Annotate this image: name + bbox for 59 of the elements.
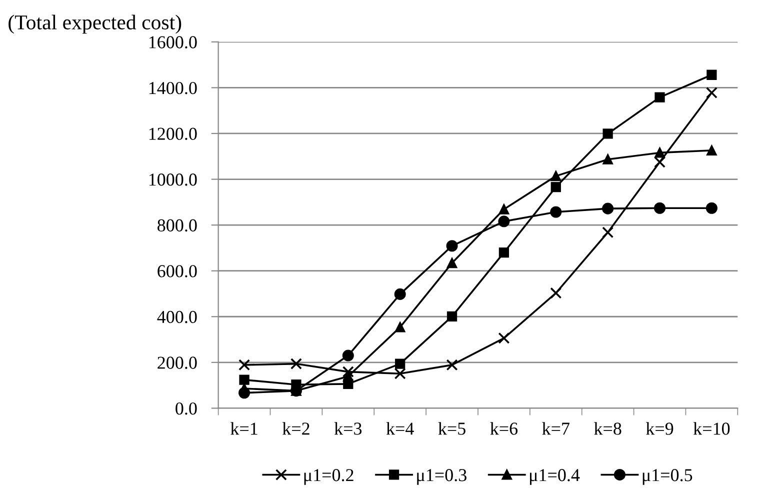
point <box>602 128 613 139</box>
y-axis-title: (Total expected cost) <box>8 14 182 34</box>
point <box>446 359 458 371</box>
point <box>706 145 717 156</box>
point <box>395 358 406 369</box>
y-tick-label: 600.0 <box>158 265 197 278</box>
point <box>446 240 458 252</box>
y-tick-label: 1600.0 <box>149 36 197 48</box>
point <box>602 154 613 164</box>
y-tick-label: 400.0 <box>157 310 197 324</box>
x-tick-label: k=2 <box>282 422 310 435</box>
point <box>238 359 250 371</box>
point <box>342 366 354 378</box>
y-tick-label: 200.0 <box>158 356 197 369</box>
x-tick-label: k=4 <box>386 422 414 435</box>
y-tick-label: 1400.0 <box>149 82 197 94</box>
point <box>654 92 665 102</box>
point <box>290 358 302 370</box>
y-tick-label: 1200.0 <box>149 128 197 140</box>
point <box>654 202 666 214</box>
point <box>706 86 718 98</box>
point <box>446 311 458 322</box>
point <box>446 258 458 268</box>
point <box>498 204 510 214</box>
y-tick-label: 800.0 <box>158 219 197 232</box>
point <box>238 387 250 399</box>
point <box>394 288 406 300</box>
point <box>654 156 666 168</box>
point <box>550 287 562 299</box>
point <box>654 148 665 158</box>
point <box>343 371 354 382</box>
x-tick-label: k=3 <box>334 422 362 435</box>
legend-label: μ1=0.2 <box>304 469 354 485</box>
point <box>706 202 718 214</box>
point <box>342 350 354 362</box>
point <box>394 368 406 380</box>
legend-label: μ1=0.3 <box>417 469 466 485</box>
point <box>706 70 717 80</box>
point <box>239 374 250 385</box>
point <box>498 332 510 344</box>
point <box>602 226 614 238</box>
x-tick-label: k=1 <box>230 422 258 435</box>
x-tick-label: k=7 <box>542 422 570 435</box>
x-tick-label: k=9 <box>646 422 674 435</box>
point <box>550 206 562 218</box>
point <box>498 216 510 228</box>
x-tick-label: k=6 <box>490 422 518 435</box>
x-tick-label: k=10 <box>693 422 730 435</box>
point <box>395 322 406 332</box>
x-tick-label: k=5 <box>438 422 466 435</box>
x-tick-label: k=8 <box>594 422 622 435</box>
point <box>602 202 614 214</box>
y-tick-label: 1000.0 <box>149 174 197 186</box>
point <box>550 170 561 182</box>
point <box>498 247 510 258</box>
legend-label: μ1=0.4 <box>530 469 580 485</box>
point <box>550 182 561 192</box>
y-tick-label: 0.0 <box>176 402 197 415</box>
legend-label: μ1=0.5 <box>642 469 692 485</box>
